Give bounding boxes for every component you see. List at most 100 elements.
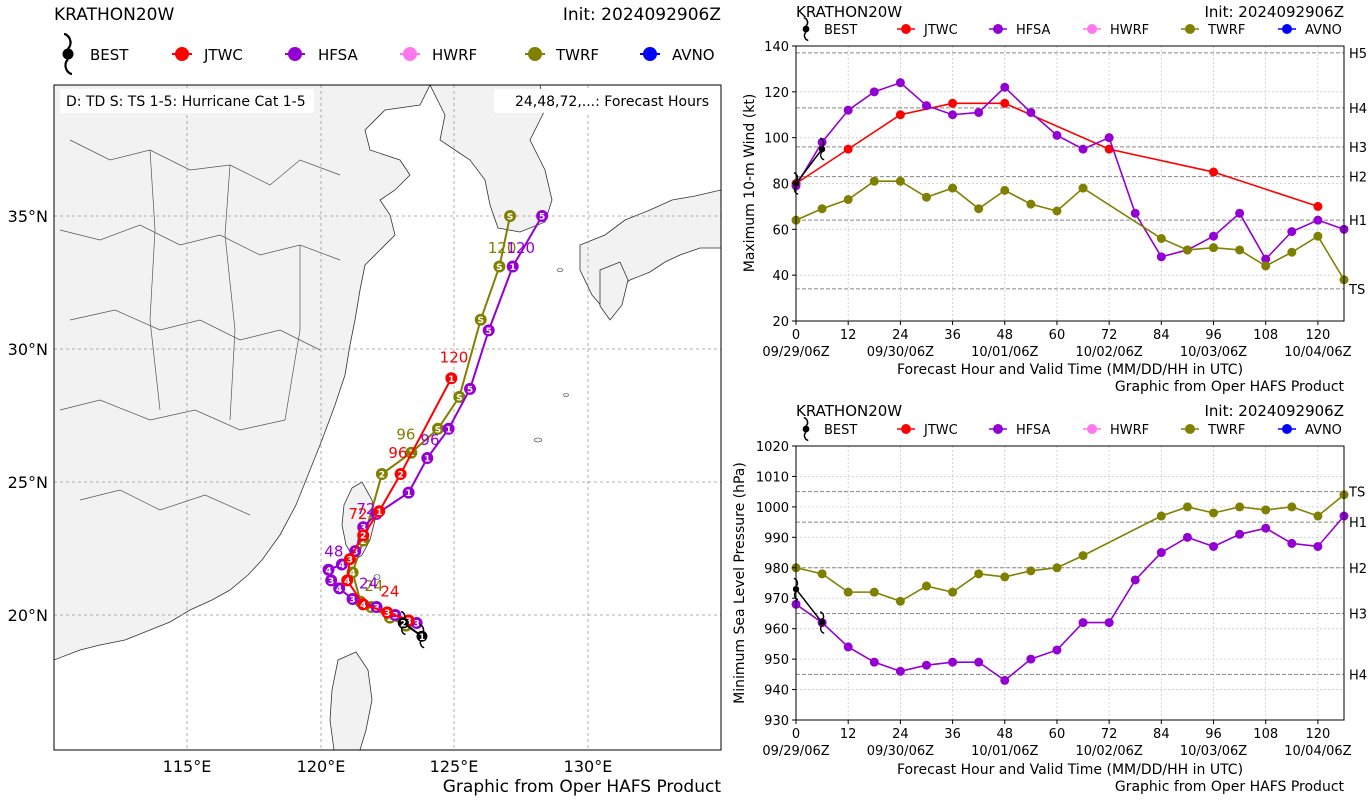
map-basemap: D2234221SSSSS249612033334344332111551524… — [54, 85, 721, 750]
data-point — [869, 657, 879, 667]
data-point — [948, 587, 958, 597]
data-point — [1104, 133, 1114, 143]
data-point — [1026, 199, 1036, 209]
y-tick-label: 120 — [764, 86, 789, 101]
track-point — [442, 422, 455, 435]
forecast-hour-label: 24 — [364, 577, 383, 595]
x-tick-label: 108 — [1253, 727, 1278, 742]
data-point — [1156, 252, 1166, 262]
track-point-label: S — [507, 213, 513, 223]
date-label: 10/01/06Z — [971, 744, 1038, 759]
track-point-label: 3 — [349, 596, 355, 606]
map-legend: BEST JTWC HFSA HWRF TWRF AVNO — [62, 32, 715, 76]
data-point — [1026, 566, 1036, 576]
pressure-title: KRATHON20W — [796, 402, 902, 420]
data-point — [921, 660, 931, 670]
track-point-label: 4 — [349, 569, 355, 579]
track-point-label: 4 — [336, 585, 342, 595]
track-jtwc: 334432121247296120 — [341, 348, 468, 627]
x-tick-label: 36 — [944, 328, 961, 343]
data-point — [895, 78, 905, 88]
okinawa-island — [533, 437, 543, 443]
x-tick-label: 72 — [1101, 328, 1118, 343]
y-tick-label: 140 — [764, 40, 789, 55]
data-point — [843, 105, 853, 115]
legend-label-avno: AVNO — [1305, 423, 1342, 438]
map-credit: Graphic from Oper HAFS Product — [443, 777, 722, 797]
legend-label-hwrf: HWRF — [1110, 23, 1149, 38]
map-lat-ticks: 35°N 30°N 25°N 20°N — [8, 207, 48, 625]
track-point-label: 4 — [344, 577, 350, 587]
category-label: H5 — [1349, 47, 1367, 62]
track-point — [474, 313, 487, 326]
data-point — [1156, 548, 1166, 558]
legend-marker-hfsa — [288, 47, 302, 61]
map-legend-hwrf: HWRF — [432, 46, 477, 64]
track-point — [333, 582, 346, 595]
map-lon-ticks: 115°E 120°E 125°E 130°E — [163, 757, 613, 776]
ryukyu-island — [563, 393, 569, 397]
map-key-categories: D: TD S: TS 1-5: Hurricane Cat 1-5 — [66, 94, 306, 110]
track-point — [536, 210, 549, 222]
data-point — [1313, 201, 1323, 211]
wind-xlabel: Forecast Hour and Valid Time (MM/DD/HH i… — [897, 362, 1243, 378]
x-tick-label: 0 — [792, 328, 800, 343]
date-label: 10/04/06Z — [1284, 744, 1351, 759]
x-tick-label: 108 — [1253, 328, 1278, 343]
data-point — [1052, 130, 1062, 140]
wind-plot: TS H1 H2 H3 H4 H5 0 12 24 36 48 60 72 84 96 108 120 09/29… — [762, 40, 1367, 360]
pressure-ylabel: Minimum Sea Level Pressure (hPa) — [732, 462, 748, 704]
track-point — [493, 260, 506, 273]
category-label: H3 — [1349, 141, 1367, 156]
pressure-xlabel: Forecast Hour and Valid Time (MM/DD/HH i… — [897, 762, 1243, 778]
legend-label-hwrf: HWRF — [1110, 423, 1149, 438]
data-point — [1000, 98, 1010, 108]
forecast-hour-label: 96 — [396, 425, 415, 443]
track-point — [357, 529, 370, 542]
y-tick-label: 1020 — [756, 440, 789, 455]
track-point-label: 4 — [360, 601, 366, 611]
x-tick-label: 72 — [1101, 727, 1118, 742]
track-point — [322, 563, 335, 576]
batanes-island — [373, 574, 381, 580]
track-point — [357, 598, 370, 611]
legend-label-hfsa: HFSA — [1016, 23, 1051, 38]
korea-landmass — [429, 85, 553, 233]
series-twrf — [791, 490, 1349, 606]
province-borders — [59, 139, 341, 516]
y-tick-label: 930 — [764, 714, 789, 729]
data-point — [1130, 575, 1140, 585]
data-point — [1052, 563, 1062, 573]
data-point — [1156, 234, 1166, 243]
series-hfsa — [791, 78, 1349, 264]
data-point — [895, 110, 905, 120]
date-label: 09/29/06Z — [762, 345, 829, 360]
data-point — [1287, 538, 1297, 548]
forecast-hour-label: 48 — [324, 542, 343, 560]
legend-marker-avno — [643, 47, 657, 61]
forecast-hour-label: 120 — [506, 239, 535, 257]
lat-tick: 35°N — [8, 207, 48, 226]
track-point — [504, 210, 517, 222]
track-point — [402, 486, 415, 499]
data-point — [948, 657, 958, 667]
data-point — [1209, 508, 1219, 518]
legend-marker-hfsa — [993, 24, 1003, 34]
track-point-label: 4 — [339, 561, 345, 571]
x-tick-label: 24 — [892, 727, 909, 742]
y-tick-label: 40 — [772, 269, 789, 284]
data-point — [1182, 245, 1192, 255]
data-point — [1104, 144, 1114, 154]
data-point — [1209, 243, 1219, 253]
track-point — [397, 617, 409, 629]
data-point — [921, 101, 931, 111]
forecast-hour-label: 72 — [348, 505, 367, 523]
track-point — [346, 593, 359, 606]
data-point — [948, 110, 958, 120]
x-tick-label: 0 — [792, 727, 800, 742]
legend-label-twrf: TWRF — [1207, 23, 1245, 38]
x-tick-label: 84 — [1153, 328, 1170, 343]
luzon-landmass — [329, 651, 373, 750]
y-tick-label: 1010 — [756, 470, 789, 485]
lat-tick: 20°N — [8, 606, 48, 625]
